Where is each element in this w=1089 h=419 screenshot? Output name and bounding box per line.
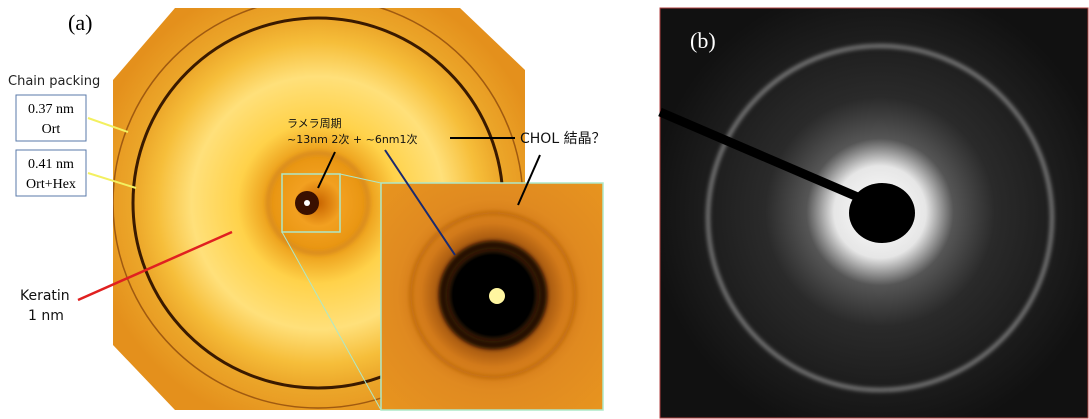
beamstop-disk [849,183,915,243]
box-phase: Ort [42,122,61,137]
box-value: 0.37 nm [28,102,74,117]
chain-packing-title: Chain packing [8,74,100,89]
diffraction-pattern-b [660,8,1088,418]
panel-label: (a) [68,10,92,35]
box-phase: Ort+Hex [26,177,76,192]
lamellar-title: ラメラ周期 [287,117,342,130]
inset [381,183,603,410]
keratin-size: 1 nm [28,308,64,324]
keratin-name: Keratin [20,288,70,304]
center-spot [304,200,310,206]
panel-label: (b) [690,28,716,53]
lamellar-detail: ~13nm 2次 + ~6nm1次 [287,132,418,146]
center-spot [489,288,505,304]
figure: (a) Chain packing 0.37 nm Ort 0.41 nm Or… [0,0,1089,419]
box-value: 0.41 nm [28,157,74,172]
chol-label: CHOL 結晶？ [520,131,606,147]
